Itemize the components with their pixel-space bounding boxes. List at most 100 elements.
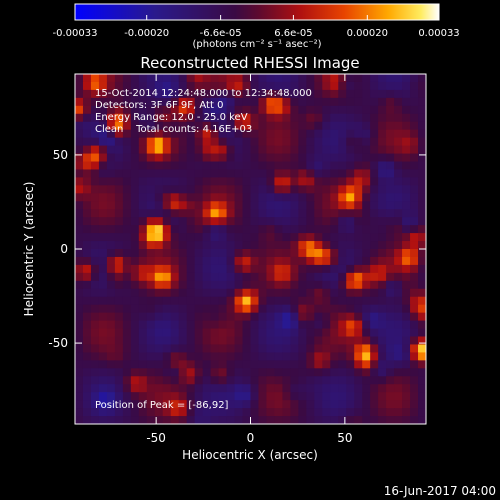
heatmap-cell [186, 81, 196, 91]
heatmap-cell [346, 336, 355, 346]
heatmap-cell [75, 272, 84, 282]
heatmap-cell [194, 376, 204, 385]
y-axis-label: Heliocentric Y (arcsec) [22, 182, 36, 317]
heatmap-cell [322, 416, 331, 424]
heatmap-cell [130, 185, 140, 194]
heatmap-cell [146, 280, 156, 290]
heatmap-cell [306, 400, 315, 409]
heatmap-cell [362, 97, 371, 107]
heatmap-cell [386, 225, 395, 234]
heatmap-cell [106, 368, 116, 377]
heatmap-cell [114, 137, 124, 147]
heatmap-cell [130, 320, 140, 330]
heatmap-cell [98, 296, 108, 306]
heatmap-cell [330, 368, 339, 377]
heatmap-cell [75, 344, 84, 353]
heatmap-cell [378, 360, 387, 369]
heatmap-cell [306, 121, 315, 131]
heatmap-cell [274, 121, 284, 131]
heatmap-cell [306, 272, 315, 282]
heatmap-cell [218, 225, 228, 234]
heatmap-cell [114, 209, 124, 218]
heatmap-cell [354, 400, 363, 409]
heatmap-cell [266, 408, 276, 417]
heatmap-cell [330, 145, 339, 155]
heatmap-cell [330, 328, 339, 338]
heatmap-cell [210, 280, 220, 290]
heatmap-cell [242, 272, 252, 282]
heatmap-cell [234, 384, 244, 393]
heatmap-cell [282, 145, 291, 155]
heatmap-cell [226, 241, 236, 250]
heatmap-cell [194, 81, 204, 91]
heatmap-cell [250, 288, 260, 298]
heatmap-cell [266, 288, 276, 298]
heatmap-cell [162, 320, 172, 330]
heatmap-cell [338, 249, 347, 258]
heatmap-cell [338, 105, 347, 115]
heatmap-cell [418, 121, 426, 131]
heatmap-cell [154, 81, 164, 91]
heatmap-cell [82, 352, 92, 361]
heatmap-cell [234, 360, 244, 369]
heatmap-cell [314, 137, 323, 147]
heatmap-cell [394, 185, 403, 194]
heatmap-cell [90, 336, 100, 346]
heatmap-cell [330, 161, 339, 171]
heatmap-cell [218, 280, 228, 290]
heatmap-cell [410, 352, 419, 361]
heatmap-cell [114, 81, 124, 91]
heatmap-cell [162, 217, 172, 226]
heatmap-cell [378, 272, 387, 282]
heatmap-cell [250, 280, 260, 290]
heatmap-cell [250, 233, 260, 242]
heatmap-cell [194, 408, 204, 417]
heatmap-cell [146, 312, 156, 322]
heatmap-cell [146, 89, 156, 99]
heatmap-cell [378, 137, 387, 147]
heatmap-cell [290, 137, 299, 147]
heatmap-cell [330, 177, 339, 186]
heatmap-cell [242, 296, 252, 306]
heatmap-cell [218, 360, 228, 369]
heatmap-cell [170, 360, 180, 369]
heatmap-cell [346, 296, 355, 306]
heatmap-cell [106, 264, 116, 274]
heatmap-cell [346, 97, 355, 107]
heatmap-cell [106, 304, 116, 314]
heatmap-cell [274, 392, 284, 401]
heatmap-cell [402, 241, 411, 250]
heatmap-cell [322, 129, 331, 139]
heatmap-cell [90, 256, 100, 266]
heatmap-cell [306, 336, 315, 346]
heatmap-cell [146, 288, 156, 298]
heatmap-cell [346, 209, 355, 218]
heatmap-cell [75, 97, 84, 107]
annotation-detectors: Detectors: 3F 6F 9F, Att 0 [95, 100, 223, 111]
heatmap-cell [282, 201, 291, 210]
heatmap-cell [146, 113, 156, 123]
heatmap-cell [90, 81, 100, 91]
heatmap-cell [98, 304, 108, 314]
heatmap-cell [258, 408, 268, 417]
heatmap-cell [378, 241, 387, 250]
heatmap-cell [90, 201, 100, 210]
heatmap-cell [154, 408, 164, 417]
heatmap-cell [178, 344, 188, 353]
heatmap-cell [82, 201, 92, 210]
heatmap-cell [266, 320, 276, 330]
heatmap-cell [122, 137, 132, 147]
heatmap-cell [210, 177, 220, 186]
heatmap-cell [186, 217, 196, 226]
heatmap-cell [354, 169, 363, 178]
heatmap-cell [162, 74, 172, 83]
heatmap-cell [146, 296, 156, 306]
heatmap-cell [202, 312, 212, 322]
heatmap-cell [98, 145, 108, 155]
heatmap-cell [162, 241, 172, 250]
heatmap-cell [346, 169, 355, 178]
heatmap-cell [410, 400, 419, 409]
heatmap-cell [370, 328, 379, 338]
heatmap-cell [130, 81, 140, 91]
heatmap-cell [378, 81, 387, 91]
